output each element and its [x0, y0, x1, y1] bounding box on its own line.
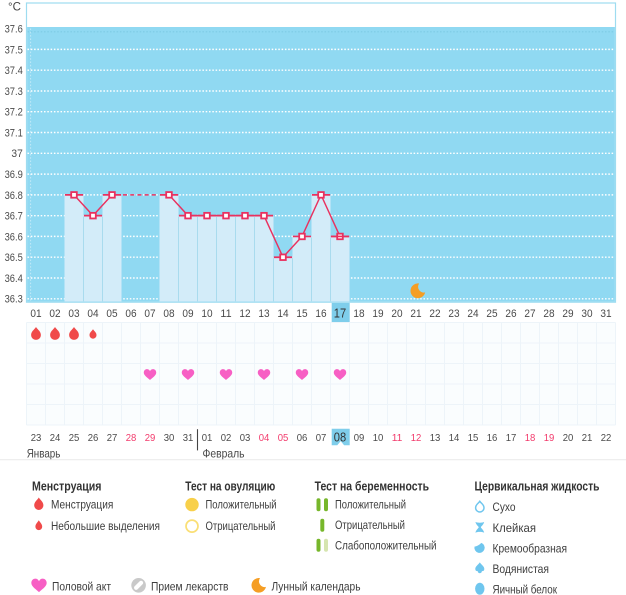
svg-text:08: 08: [334, 431, 346, 445]
svg-text:19: 19: [372, 308, 383, 320]
svg-text:14: 14: [277, 308, 288, 320]
svg-text:07: 07: [316, 432, 327, 444]
svg-text:37.5: 37.5: [5, 44, 23, 56]
svg-text:Менструация: Менструация: [51, 498, 113, 512]
svg-text:18: 18: [525, 432, 536, 444]
svg-text:36.5: 36.5: [5, 252, 23, 264]
svg-text:05: 05: [106, 308, 117, 320]
svg-text:28: 28: [543, 308, 554, 320]
svg-text:11: 11: [220, 308, 231, 320]
svg-text:°C: °C: [8, 2, 21, 14]
svg-text:27: 27: [107, 432, 118, 444]
svg-text:26: 26: [88, 432, 99, 444]
svg-text:Водянистая: Водянистая: [493, 562, 550, 576]
svg-text:Тест на овуляцию: Тест на овуляцию: [185, 480, 275, 494]
svg-text:Клейкая: Клейкая: [493, 521, 537, 535]
svg-text:10: 10: [201, 308, 212, 320]
svg-text:24: 24: [467, 308, 478, 320]
svg-text:29: 29: [562, 308, 573, 320]
svg-text:24: 24: [50, 432, 61, 444]
svg-text:23: 23: [448, 308, 459, 320]
svg-text:36.9: 36.9: [5, 169, 23, 181]
svg-text:Небольшие выделения: Небольшие выделения: [51, 519, 160, 533]
svg-text:02: 02: [49, 308, 60, 320]
svg-text:06: 06: [125, 308, 136, 320]
svg-text:37.2: 37.2: [5, 107, 23, 119]
svg-text:05: 05: [278, 432, 289, 444]
svg-text:Лунный календарь: Лунный календарь: [272, 580, 361, 594]
svg-text:01: 01: [202, 432, 213, 444]
svg-text:09: 09: [182, 308, 193, 320]
svg-text:36.8: 36.8: [5, 190, 23, 202]
svg-text:Слабоположительный: Слабоположительный: [335, 538, 437, 552]
svg-text:23: 23: [31, 432, 42, 444]
svg-text:36.7: 36.7: [5, 211, 23, 223]
svg-text:Январь: Январь: [27, 447, 61, 461]
svg-text:21: 21: [410, 308, 421, 320]
svg-text:16: 16: [315, 308, 326, 320]
svg-text:12: 12: [411, 432, 422, 444]
svg-text:31: 31: [183, 432, 194, 444]
svg-text:15: 15: [296, 308, 307, 320]
svg-text:22: 22: [601, 432, 612, 444]
svg-text:16: 16: [487, 432, 498, 444]
svg-text:31: 31: [600, 308, 611, 320]
svg-text:30: 30: [164, 432, 175, 444]
svg-text:37.4: 37.4: [5, 65, 23, 77]
svg-text:25: 25: [69, 432, 80, 444]
svg-text:Положительный: Положительный: [335, 498, 406, 512]
svg-text:15: 15: [468, 432, 479, 444]
svg-text:37: 37: [11, 148, 22, 160]
svg-text:29: 29: [145, 432, 156, 444]
svg-text:26: 26: [505, 308, 516, 320]
svg-text:Цервикальная жидкость: Цервикальная жидкость: [475, 480, 600, 494]
svg-text:36.6: 36.6: [5, 231, 23, 243]
svg-text:37.1: 37.1: [5, 127, 23, 139]
svg-text:27: 27: [524, 308, 535, 320]
svg-text:20: 20: [391, 308, 402, 320]
svg-text:30: 30: [581, 308, 592, 320]
svg-text:07: 07: [144, 308, 155, 320]
svg-text:Отрицательный: Отрицательный: [206, 519, 276, 533]
svg-text:19: 19: [544, 432, 555, 444]
svg-text:Сухо: Сухо: [493, 500, 516, 514]
svg-text:11: 11: [392, 432, 403, 444]
svg-text:Февраль: Февраль: [203, 447, 245, 461]
svg-text:22: 22: [429, 308, 440, 320]
svg-text:21: 21: [582, 432, 593, 444]
svg-text:Менструация: Менструация: [32, 480, 102, 494]
svg-text:13: 13: [430, 432, 441, 444]
svg-text:20: 20: [563, 432, 574, 444]
svg-text:13: 13: [258, 308, 269, 320]
svg-text:17: 17: [506, 432, 517, 444]
svg-text:12: 12: [239, 308, 250, 320]
svg-text:Половой акт: Половой акт: [52, 580, 111, 594]
svg-text:09: 09: [354, 432, 365, 444]
svg-text:Яичный белок: Яичный белок: [493, 582, 558, 595]
svg-text:36.3: 36.3: [5, 294, 23, 306]
svg-text:28: 28: [126, 432, 137, 444]
svg-text:Кремообразная: Кремообразная: [493, 542, 568, 556]
svg-text:Положительный: Положительный: [206, 498, 277, 512]
svg-text:37.6: 37.6: [5, 24, 23, 36]
svg-text:Прием лекарств: Прием лекарств: [151, 580, 229, 594]
svg-text:03: 03: [68, 308, 79, 320]
svg-text:04: 04: [259, 432, 270, 444]
svg-text:02: 02: [221, 432, 232, 444]
svg-text:10: 10: [373, 432, 384, 444]
svg-text:25: 25: [486, 308, 497, 320]
svg-text:14: 14: [449, 432, 460, 444]
svg-text:06: 06: [297, 432, 308, 444]
svg-text:17: 17: [334, 306, 346, 320]
svg-text:08: 08: [163, 308, 174, 320]
svg-text:Тест на беременность: Тест на беременность: [315, 480, 430, 494]
svg-text:Отрицательный: Отрицательный: [335, 518, 405, 532]
svg-text:18: 18: [353, 308, 364, 320]
svg-text:36.4: 36.4: [5, 273, 23, 285]
svg-text:04: 04: [87, 308, 98, 320]
svg-text:03: 03: [240, 432, 251, 444]
svg-text:01: 01: [30, 308, 41, 320]
svg-text:37.3: 37.3: [5, 86, 23, 98]
